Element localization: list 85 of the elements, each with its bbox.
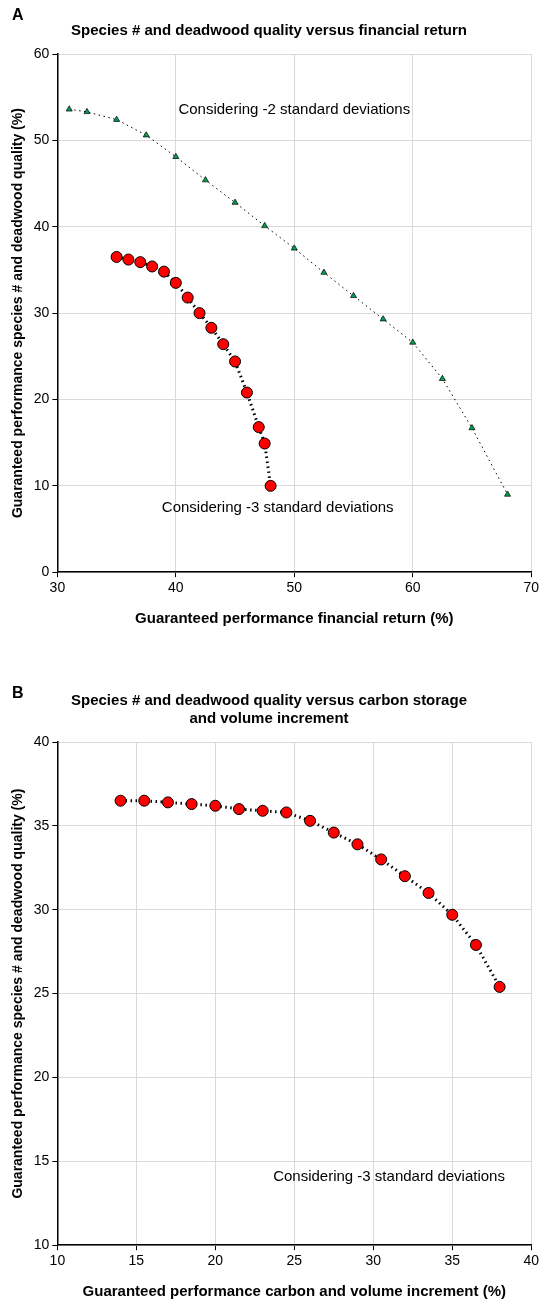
point <box>256 804 269 817</box>
point <box>350 291 357 298</box>
point <box>409 338 417 345</box>
y-tick-label: 50 <box>33 131 50 148</box>
point <box>231 198 239 205</box>
point <box>169 276 182 289</box>
point <box>146 260 159 273</box>
point <box>375 853 388 866</box>
point <box>252 421 265 434</box>
y-tick-label: 20 <box>33 1068 50 1085</box>
point <box>327 826 340 839</box>
y-tick-label: 60 <box>33 44 50 61</box>
point <box>468 424 476 431</box>
y-tick-label: 40 <box>33 217 50 234</box>
y-axis-title: Guaranteed performance species # and deadwood quality (%) <box>9 788 26 1199</box>
x-tick-label: 30 <box>49 579 66 596</box>
point <box>258 437 271 450</box>
point <box>134 256 147 269</box>
chart-title: Species # and deadwood quality versus financial return <box>71 21 467 39</box>
point <box>422 886 435 899</box>
text: B <box>12 684 24 702</box>
point <box>209 799 222 812</box>
point <box>398 870 411 883</box>
point <box>138 794 151 807</box>
y-tick-label: 25 <box>33 984 50 1001</box>
y-tick-label: 30 <box>33 303 50 320</box>
x-tick-label: 35 <box>444 1252 461 1269</box>
point <box>217 338 230 351</box>
y-tick-label: 30 <box>33 900 50 917</box>
x-tick-label: 40 <box>168 579 184 596</box>
y-tick-label: 15 <box>33 1152 50 1169</box>
x-tick-label: 20 <box>207 1252 224 1269</box>
point <box>114 794 127 807</box>
y-axis-title: Guaranteed performance species # and deadwood quality (%) <box>9 108 26 519</box>
x-tick-label: 10 <box>49 1252 66 1269</box>
point <box>351 838 364 851</box>
point <box>320 268 328 275</box>
point <box>161 796 174 809</box>
annotation: Considering -3 standard deviations <box>161 497 394 515</box>
point <box>83 108 91 114</box>
point <box>261 222 269 228</box>
x-tick-label: 60 <box>404 579 421 596</box>
x-axis-title: Guaranteed performance carbon and volume increment (%) <box>82 1282 507 1300</box>
point <box>304 814 317 827</box>
point <box>240 386 253 399</box>
y-tick-label: 0 <box>41 563 50 580</box>
point <box>379 315 387 322</box>
text: A <box>12 6 24 24</box>
point <box>280 806 293 819</box>
point <box>438 374 446 381</box>
point <box>122 253 135 266</box>
point <box>157 265 170 278</box>
point <box>469 938 482 951</box>
point <box>193 307 206 320</box>
point <box>185 798 198 811</box>
x-tick-label: 40 <box>523 1252 540 1269</box>
point <box>113 115 120 122</box>
x-tick-label: 30 <box>365 1252 382 1269</box>
x-tick-label: 25 <box>286 1252 303 1269</box>
point <box>504 490 511 497</box>
point <box>181 291 194 304</box>
point <box>446 908 459 921</box>
point <box>233 803 246 816</box>
point <box>110 250 123 263</box>
x-tick-label: 15 <box>128 1252 145 1269</box>
y-tick-label: 35 <box>33 816 50 833</box>
y-tick-label: 10 <box>33 476 50 493</box>
y-tick-label: 10 <box>33 1236 50 1253</box>
point <box>142 131 150 138</box>
y-tick-label: 20 <box>33 390 50 407</box>
chart-title: Species # and deadwood quality versus carbon storage and volume increment <box>71 691 467 727</box>
point <box>202 176 209 183</box>
x-tick-label: 70 <box>523 579 540 596</box>
point <box>493 980 506 993</box>
point <box>65 105 73 112</box>
point <box>229 355 242 368</box>
point <box>172 152 180 159</box>
point <box>290 244 298 251</box>
annotation: Considering -3 standard deviations <box>273 1167 505 1185</box>
x-axis-title: Guaranteed performance financial return (%) <box>135 609 454 627</box>
x-tick-label: 50 <box>286 579 303 596</box>
point <box>264 479 277 492</box>
annotation: Considering -2 standard deviations <box>178 100 411 118</box>
point <box>205 321 218 334</box>
y-tick-label: 40 <box>33 732 50 749</box>
